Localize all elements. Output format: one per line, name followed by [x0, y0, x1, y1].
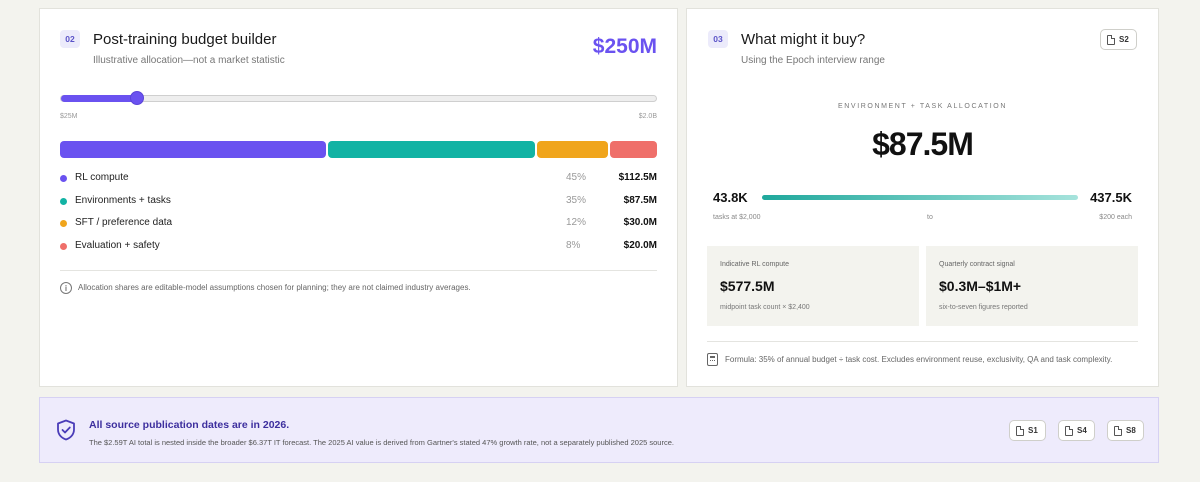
slider-fill: [61, 95, 137, 102]
card-subtitle: Illustrative allocation—not a market sta…: [93, 55, 285, 66]
source-chip-s4[interactable]: S4: [1058, 420, 1095, 441]
source-chip-label: S2: [1119, 35, 1129, 44]
note-text: Allocation shares are editable-model ass…: [78, 283, 471, 292]
stat-box-rl-compute: Indicative RL compute $577.5M midpoint t…: [707, 246, 919, 326]
stat-label: Indicative RL compute: [720, 261, 789, 268]
allocation-percent: 35%: [566, 194, 587, 206]
step-badge: 02: [60, 30, 80, 48]
step-badge: 03: [708, 30, 728, 48]
divider: [707, 341, 1138, 342]
range-bar: [762, 195, 1078, 200]
allocation-percent: 12%: [566, 217, 587, 228]
calculator-icon: [707, 353, 718, 366]
allocation-label: Environments + tasks: [75, 194, 171, 206]
allocation-row: Environments + tasks 35% $87.5M: [60, 194, 657, 210]
info-icon: i: [60, 282, 72, 294]
document-icon: [1016, 425, 1024, 436]
budget-slider[interactable]: [60, 91, 657, 105]
stat-label: Quarterly contract signal: [939, 261, 1015, 268]
range-high-label: $200 each: [1099, 214, 1132, 221]
what-might-it-buy-card: 03 What might it buy? Using the Epoch in…: [686, 8, 1159, 387]
stat-value: $0.3M–$1M+: [939, 278, 1022, 294]
allocation-percent: 8%: [566, 239, 581, 251]
card-title: Post-training budget builder: [93, 31, 277, 48]
document-icon: [1107, 34, 1115, 45]
divider: [60, 270, 657, 271]
stat-value: $577.5M: [720, 278, 775, 294]
document-icon: [1114, 425, 1122, 436]
slider-max-label: $2.0B: [638, 113, 657, 120]
allocation-amount: $87.5M: [872, 126, 974, 162]
budget-builder-card: 02 Post-training budget builder Illustra…: [39, 8, 678, 387]
source-chip-s8[interactable]: S8: [1107, 420, 1144, 441]
formula-text: Formula: 35% of annual budget ÷ task cos…: [725, 355, 1113, 364]
legend-dot: [60, 220, 67, 227]
allocation-stacked-bar: [60, 141, 657, 158]
allocation-row: RL compute 45% $112.5M: [60, 171, 657, 187]
source-chip-label: S8: [1126, 426, 1136, 435]
banner-title: All source publication dates are in 2026…: [89, 419, 290, 431]
stat-box-contract-signal: Quarterly contract signal $0.3M–$1M+ six…: [926, 246, 1138, 326]
stat-foot: midpoint task count × $2,400: [720, 304, 810, 311]
budget-total: $250M: [592, 35, 657, 58]
legend-dot: [60, 175, 67, 182]
range-low-label: tasks at $2,000: [713, 214, 761, 221]
stat-foot: six-to-seven figures reported: [939, 304, 1028, 311]
source-chip-label: S4: [1077, 426, 1087, 435]
allocation-label: SFT / preference data: [75, 217, 173, 228]
allocation-row: SFT / preference data 12% $30.0M: [60, 216, 657, 232]
allocation-segment: [327, 141, 535, 158]
range-mid-label: to: [927, 214, 933, 221]
source-dates-banner: All source publication dates are in 2026…: [39, 397, 1159, 463]
allocation-row: Evaluation + safety 8% $20.0M: [60, 239, 657, 255]
legend-dot: [60, 242, 67, 250]
banner-text: The $2.59T AI total is nested inside the…: [89, 438, 674, 447]
allocation-percent: 45%: [566, 172, 587, 183]
slider-min-label: $25M: [60, 113, 78, 120]
allocation-label: Evaluation + safety: [75, 239, 160, 251]
range-high-value: 437.5K: [1090, 190, 1132, 205]
allocation-segment: [60, 141, 326, 158]
source-chip-s1[interactable]: S1: [1009, 420, 1046, 441]
allocation-segment: [536, 141, 608, 158]
source-chip-s2[interactable]: S2: [1100, 29, 1137, 50]
card-subtitle: Using the Epoch interview range: [741, 55, 885, 66]
allocation-segment: [609, 141, 657, 158]
allocation-label: RL compute: [75, 172, 129, 183]
shield-check-icon: [57, 419, 75, 441]
section-label: ENVIRONMENT + TASK ALLOCATION: [838, 103, 1007, 110]
source-chip-label: S1: [1028, 426, 1038, 435]
range-low-value: 43.8K: [713, 190, 748, 205]
allocation-amount: $87.5M: [623, 194, 657, 206]
allocation-amount: $20.0M: [623, 239, 657, 251]
document-icon: [1065, 425, 1073, 436]
allocation-amount: $112.5M: [618, 172, 657, 183]
allocation-amount: $30.0M: [623, 217, 657, 228]
card-title: What might it buy?: [741, 31, 866, 48]
legend-dot: [60, 197, 67, 205]
slider-thumb[interactable]: [129, 91, 144, 105]
